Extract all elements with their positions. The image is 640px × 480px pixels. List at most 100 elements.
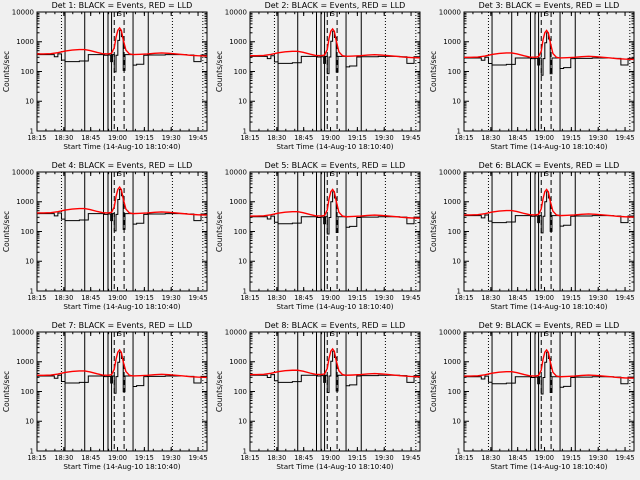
x-axis-label: Start Time (14-Aug-10 18:10:40) bbox=[63, 302, 180, 311]
x-axis-label: Start Time (14-Aug-10 18:10:40) bbox=[277, 462, 394, 471]
x-tick-label: 18:15 bbox=[454, 454, 473, 462]
y-tick-label: 1000 bbox=[230, 38, 248, 46]
y-tick-label: 10 bbox=[452, 418, 461, 426]
plot-panel: Det 7: BLACK = Events, RED = LLD Counts/s… bbox=[0, 320, 214, 480]
panel-title: Det 6: BLACK = Events, RED = LLD bbox=[478, 161, 619, 170]
x-tick-label: 18:15 bbox=[454, 294, 473, 302]
x-tick-label: 19:45 bbox=[189, 134, 208, 142]
x-axis-label: Start Time (14-Aug-10 18:10:40) bbox=[63, 462, 180, 471]
y-tick-label: 1000 bbox=[443, 198, 461, 206]
y-tick-label: 10 bbox=[238, 98, 247, 106]
x-tick-label: 18:15 bbox=[28, 134, 47, 142]
y-tick-label: 1000 bbox=[230, 198, 248, 206]
lld-series bbox=[36, 348, 207, 379]
plot-frame bbox=[249, 331, 421, 452]
x-tick-label: 18:15 bbox=[241, 134, 260, 142]
x-tick-label: 19:45 bbox=[615, 454, 634, 462]
x-tick-label: 18:45 bbox=[295, 294, 314, 302]
plot-panel: Det 4: BLACK = Events, RED = LLD Counts/s… bbox=[0, 160, 214, 320]
plot-frame bbox=[249, 171, 421, 292]
y-tick-label: 1 bbox=[30, 447, 34, 455]
y-tick-label: 10 bbox=[452, 98, 461, 106]
panel-title: Det 1: BLACK = Events, RED = LLD bbox=[52, 1, 193, 10]
x-tick-label: 18:30 bbox=[481, 134, 500, 142]
y-tick-label: 10 bbox=[25, 418, 34, 426]
x-tick-label: 19:30 bbox=[375, 294, 394, 302]
y-axis-label: Counts/sec bbox=[429, 371, 438, 412]
x-tick-label: 19:00 bbox=[108, 294, 127, 302]
x-tick-label: 19:30 bbox=[162, 454, 181, 462]
y-tick-label: 10000 bbox=[438, 329, 460, 337]
plot-panel: Det 3: BLACK = Events, RED = LLD Counts/s… bbox=[426, 0, 640, 160]
x-tick-label: 19:15 bbox=[562, 294, 581, 302]
x-axis-label: Start Time (14-Aug-10 18:10:40) bbox=[277, 302, 394, 311]
x-tick-label: 19:45 bbox=[615, 134, 634, 142]
x-tick-label: 19:45 bbox=[402, 294, 421, 302]
y-tick-label: 100 bbox=[21, 68, 34, 76]
plot-panel: Det 2: BLACK = Events, RED = LLD Counts/s… bbox=[213, 0, 427, 160]
x-tick-label: 19:45 bbox=[402, 454, 421, 462]
y-tick-label: 10 bbox=[238, 258, 247, 266]
y-tick-label: 10 bbox=[452, 258, 461, 266]
y-tick-label: 1 bbox=[243, 287, 247, 295]
x-tick-label: 18:45 bbox=[508, 294, 527, 302]
y-tick-label: 1 bbox=[456, 127, 460, 135]
y-tick-label: 100 bbox=[447, 68, 460, 76]
x-tick-label: 18:45 bbox=[295, 134, 314, 142]
panel-title: Det 2: BLACK = Events, RED = LLD bbox=[265, 1, 406, 10]
y-tick-label: 1 bbox=[30, 287, 34, 295]
y-tick-label: 10000 bbox=[438, 9, 460, 17]
x-tick-label: 18:15 bbox=[454, 134, 473, 142]
panel-title: Det 7: BLACK = Events, RED = LLD bbox=[52, 321, 193, 330]
x-tick-label: 18:15 bbox=[241, 294, 260, 302]
x-tick-label: 18:45 bbox=[508, 454, 527, 462]
x-tick-label: 19:30 bbox=[162, 294, 181, 302]
y-tick-label: 10000 bbox=[225, 329, 247, 337]
events-series bbox=[36, 188, 207, 232]
y-axis-label: Counts/sec bbox=[215, 51, 224, 92]
x-tick-label: 18:30 bbox=[481, 294, 500, 302]
x-tick-label: 18:45 bbox=[508, 134, 527, 142]
x-tick-label: 19:30 bbox=[162, 134, 181, 142]
x-tick-label: 19:00 bbox=[108, 454, 127, 462]
y-tick-label: 100 bbox=[234, 68, 247, 76]
y-tick-label: 1 bbox=[243, 447, 247, 455]
events-series bbox=[250, 30, 421, 75]
x-tick-label: 18:30 bbox=[54, 454, 73, 462]
y-axis-label: Counts/sec bbox=[2, 211, 11, 252]
y-tick-label: 1 bbox=[456, 447, 460, 455]
lld-series bbox=[36, 185, 207, 216]
x-tick-label: 18:45 bbox=[81, 134, 100, 142]
marker-lines bbox=[60, 172, 204, 291]
x-tick-label: 19:30 bbox=[588, 294, 607, 302]
x-tick-label: 19:15 bbox=[135, 134, 154, 142]
x-axis-label: Start Time (14-Aug-10 18:10:40) bbox=[490, 462, 607, 471]
y-tick-label: 1000 bbox=[16, 358, 34, 366]
y-tick-label: 100 bbox=[234, 228, 247, 236]
x-tick-label: 19:45 bbox=[615, 294, 634, 302]
events-series bbox=[36, 29, 207, 73]
marker-lines bbox=[274, 332, 417, 451]
x-axis-label: Start Time (14-Aug-10 18:10:40) bbox=[63, 142, 180, 151]
y-tick-label: 1000 bbox=[230, 358, 248, 366]
x-axis-label: Start Time (14-Aug-10 18:10:40) bbox=[277, 142, 394, 151]
lld-series bbox=[463, 188, 634, 218]
plot-panel: Det 6: BLACK = Events, RED = LLD Counts/s… bbox=[426, 160, 640, 320]
marker-lines bbox=[274, 12, 417, 131]
y-axis-label: Counts/sec bbox=[2, 371, 11, 412]
y-tick-label: 10 bbox=[25, 98, 34, 106]
lld-series bbox=[250, 27, 421, 59]
x-tick-label: 19:45 bbox=[189, 294, 208, 302]
peak-marker-label: S bbox=[117, 10, 122, 18]
x-tick-label: 19:45 bbox=[189, 454, 208, 462]
peak-marker-label: S bbox=[331, 170, 336, 178]
y-tick-label: 1 bbox=[30, 127, 34, 135]
peak-marker-label: S bbox=[331, 330, 336, 338]
x-tick-label: 18:15 bbox=[241, 454, 260, 462]
x-tick-label: 19:15 bbox=[135, 294, 154, 302]
x-tick-label: 18:30 bbox=[54, 294, 73, 302]
x-tick-label: 18:30 bbox=[268, 294, 287, 302]
y-tick-label: 10000 bbox=[438, 169, 460, 177]
x-tick-label: 19:15 bbox=[562, 134, 581, 142]
y-axis-label: Counts/sec bbox=[215, 371, 224, 412]
